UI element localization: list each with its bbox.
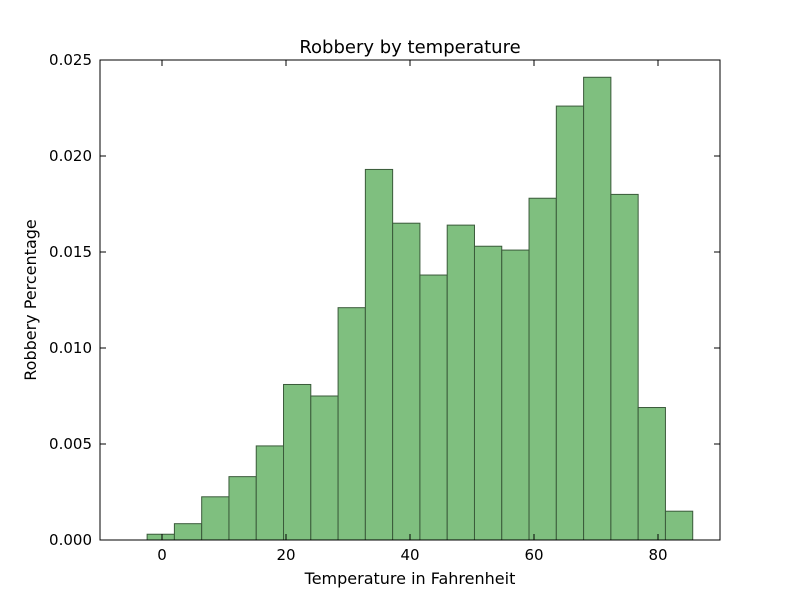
histogram-bar-13 [501,249,530,541]
y-axis-label: Robbery Percentage [21,219,40,380]
x-tick-label-3: 60 [524,546,543,564]
x-axis-ticks: 0 20 40 60 80 [157,60,668,564]
histogram-bar-5 [283,383,312,541]
histogram-bar-12 [473,245,503,541]
y-tick-label-1: 0.005 [49,435,92,453]
x-tick-label-0: 0 [157,546,167,564]
x-tick-label-2: 40 [400,546,419,564]
histogram-bar-15 [555,105,585,541]
histogram-bar-16 [583,76,612,541]
x-tick-label-4: 80 [648,546,667,564]
histogram-bar-11 [446,224,475,541]
y-tick-label-4: 0.020 [49,147,92,165]
chart-title: Robbery by temperature [299,37,520,58]
histogram-bar-9 [392,222,421,541]
bars-group [146,76,694,541]
histogram-bar-8 [364,168,394,541]
y-tick-label-0: 0.000 [49,531,92,549]
y-tick-label-2: 0.010 [49,339,92,357]
y-axis-ticks: 0.000 0.005 0.010 0.015 0.020 0.025 [49,51,720,549]
y-tick-label-5: 0.025 [49,51,92,69]
histogram-bar-0 [146,533,175,541]
histogram-bar-14 [528,197,557,541]
histogram-bar-2 [201,496,230,541]
histogram-bar-4 [255,445,285,541]
x-axis-label: Temperature in Fahrenheit [304,569,516,588]
histogram-bar-19 [664,510,694,541]
histogram-bar-7 [337,307,366,541]
histogram-bar-6 [310,395,339,541]
x-tick-label-1: 20 [276,546,295,564]
histogram-bar-17 [610,193,639,541]
y-tick-label-3: 0.015 [49,243,92,261]
histogram-bar-3 [228,476,257,541]
histogram-bar-18 [637,407,666,541]
histogram-bar-1 [173,523,203,541]
histogram-bar-10 [419,274,448,541]
